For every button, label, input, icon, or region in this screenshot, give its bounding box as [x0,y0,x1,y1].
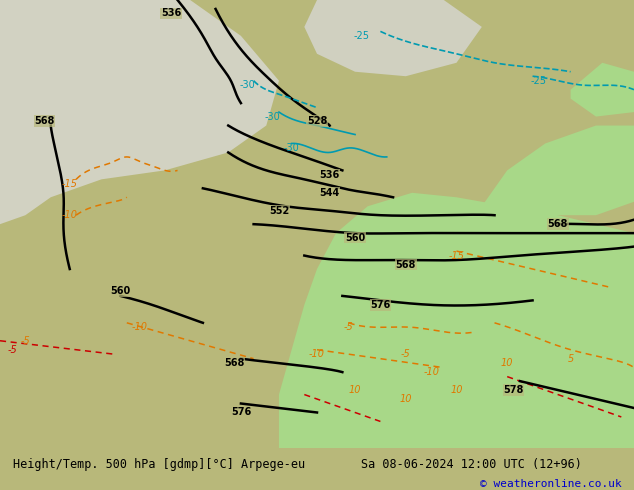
Text: -5: -5 [401,349,411,359]
Text: 568: 568 [396,260,416,270]
Text: 544: 544 [320,188,340,198]
Text: 576: 576 [370,300,391,310]
Text: 10: 10 [399,394,412,404]
Polygon shape [0,0,279,224]
Polygon shape [304,0,482,76]
Text: -5: -5 [20,336,30,346]
Text: 10: 10 [349,385,361,395]
Text: -10: -10 [131,322,148,332]
Text: -30: -30 [284,143,299,153]
Text: 528: 528 [307,116,327,126]
Text: -30: -30 [240,80,255,90]
Text: -5: -5 [344,322,354,332]
Text: 552: 552 [269,206,289,216]
Text: 536: 536 [161,8,181,19]
Text: 578: 578 [503,385,524,395]
Text: -25: -25 [353,31,370,41]
Text: -15: -15 [61,179,78,189]
Text: -25: -25 [531,75,547,86]
Text: 10: 10 [501,358,514,368]
Text: 560: 560 [345,233,365,243]
Text: Height/Temp. 500 hPa [gdmp][°C] Arpege-eu: Height/Temp. 500 hPa [gdmp][°C] Arpege-e… [13,458,305,471]
Text: 560: 560 [110,287,131,296]
Text: 568: 568 [224,358,245,368]
Text: 536: 536 [320,170,340,180]
Text: 10: 10 [450,385,463,395]
Text: -10: -10 [61,210,78,220]
Text: -15: -15 [448,250,465,261]
Text: Sa 08-06-2024 12:00 UTC (12+96): Sa 08-06-2024 12:00 UTC (12+96) [361,458,582,471]
Text: 576: 576 [231,408,251,417]
Text: -10: -10 [423,367,439,377]
Text: 568: 568 [548,219,568,229]
Text: -10: -10 [309,349,325,359]
Polygon shape [571,63,634,117]
Text: -30: -30 [265,112,280,122]
Text: -5: -5 [8,344,18,355]
Text: © weatheronline.co.uk: © weatheronline.co.uk [479,479,621,489]
Text: 568: 568 [34,116,55,126]
Polygon shape [279,193,634,448]
Text: 5: 5 [567,354,574,364]
Polygon shape [482,125,634,215]
